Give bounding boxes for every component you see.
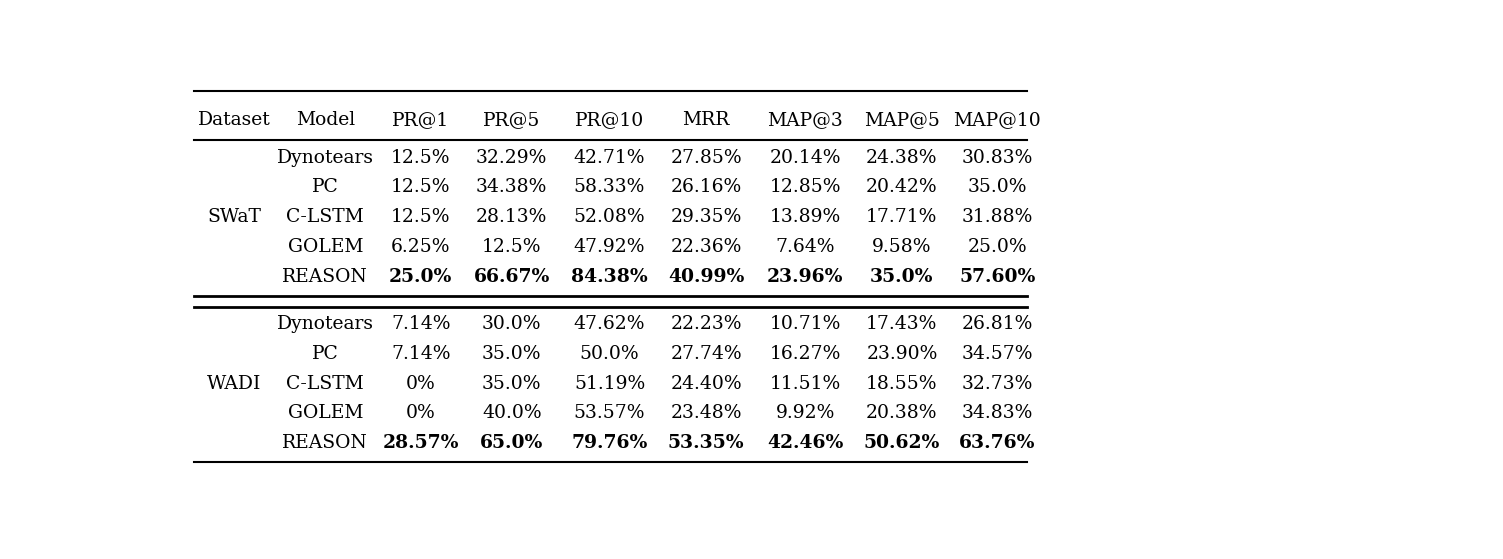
Text: MAP@5: MAP@5 <box>864 111 939 129</box>
Text: 40.0%: 40.0% <box>482 404 541 423</box>
Text: 42.71%: 42.71% <box>574 149 645 167</box>
Text: 22.36%: 22.36% <box>670 238 742 256</box>
Text: 47.92%: 47.92% <box>574 238 645 256</box>
Text: 12.5%: 12.5% <box>391 149 451 167</box>
Text: 84.38%: 84.38% <box>571 268 648 286</box>
Text: MAP@10: MAP@10 <box>953 111 1042 129</box>
Text: 32.29%: 32.29% <box>476 149 547 167</box>
Text: 26.81%: 26.81% <box>962 315 1033 333</box>
Text: 9.92%: 9.92% <box>776 404 836 423</box>
Text: 32.73%: 32.73% <box>962 375 1033 392</box>
Text: 0%: 0% <box>406 375 436 392</box>
Text: 11.51%: 11.51% <box>770 375 840 392</box>
Text: 31.88%: 31.88% <box>962 209 1033 226</box>
Text: PC: PC <box>313 178 338 196</box>
Text: 47.62%: 47.62% <box>574 315 645 333</box>
Text: 23.96%: 23.96% <box>767 268 843 286</box>
Text: REASON: REASON <box>283 434 368 452</box>
Text: 35.0%: 35.0% <box>968 178 1027 196</box>
Text: Dataset: Dataset <box>198 111 271 129</box>
Text: 34.83%: 34.83% <box>962 404 1033 423</box>
Text: 53.35%: 53.35% <box>667 434 744 452</box>
Text: 35.0%: 35.0% <box>482 375 541 392</box>
Text: 12.85%: 12.85% <box>770 178 842 196</box>
Text: 17.71%: 17.71% <box>866 209 938 226</box>
Text: 30.0%: 30.0% <box>482 315 541 333</box>
Text: 12.5%: 12.5% <box>482 238 541 256</box>
Text: 28.13%: 28.13% <box>476 209 547 226</box>
Text: 20.14%: 20.14% <box>770 149 842 167</box>
Text: 28.57%: 28.57% <box>383 434 458 452</box>
Text: 24.40%: 24.40% <box>670 375 742 392</box>
Text: 7.64%: 7.64% <box>776 238 836 256</box>
Text: GOLEM: GOLEM <box>287 238 364 256</box>
Text: 20.42%: 20.42% <box>866 178 938 196</box>
Text: 25.0%: 25.0% <box>389 268 452 286</box>
Text: 9.58%: 9.58% <box>872 238 932 256</box>
Text: 50.62%: 50.62% <box>864 434 939 452</box>
Text: REASON: REASON <box>283 268 368 286</box>
Text: 57.60%: 57.60% <box>959 268 1036 286</box>
Text: 79.76%: 79.76% <box>571 434 648 452</box>
Text: 51.19%: 51.19% <box>574 375 645 392</box>
Text: MAP@3: MAP@3 <box>768 111 843 129</box>
Text: 6.25%: 6.25% <box>391 238 451 256</box>
Text: MRR: MRR <box>682 111 730 129</box>
Text: 35.0%: 35.0% <box>482 345 541 363</box>
Text: PR@10: PR@10 <box>576 111 645 129</box>
Text: 52.08%: 52.08% <box>574 209 645 226</box>
Text: Model: Model <box>296 111 355 129</box>
Text: 30.83%: 30.83% <box>962 149 1033 167</box>
Text: 7.14%: 7.14% <box>391 345 451 363</box>
Text: 50.0%: 50.0% <box>580 345 639 363</box>
Text: C-LSTM: C-LSTM <box>287 375 364 392</box>
Text: 53.57%: 53.57% <box>574 404 645 423</box>
Text: C-LSTM: C-LSTM <box>287 209 364 226</box>
Text: 66.67%: 66.67% <box>473 268 550 286</box>
Text: 7.14%: 7.14% <box>391 315 451 333</box>
Text: 58.33%: 58.33% <box>574 178 645 196</box>
Text: 12.5%: 12.5% <box>391 178 451 196</box>
Text: 13.89%: 13.89% <box>770 209 840 226</box>
Text: 65.0%: 65.0% <box>479 434 544 452</box>
Text: SWaT: SWaT <box>207 209 262 226</box>
Text: 27.85%: 27.85% <box>670 149 742 167</box>
Text: 10.71%: 10.71% <box>770 315 840 333</box>
Text: PC: PC <box>313 345 338 363</box>
Text: Dynotears: Dynotears <box>277 315 374 333</box>
Text: 35.0%: 35.0% <box>870 268 933 286</box>
Text: 16.27%: 16.27% <box>770 345 840 363</box>
Text: 25.0%: 25.0% <box>968 238 1027 256</box>
Text: 27.74%: 27.74% <box>670 345 742 363</box>
Text: WADI: WADI <box>207 375 262 392</box>
Text: 63.76%: 63.76% <box>959 434 1036 452</box>
Text: 34.38%: 34.38% <box>476 178 547 196</box>
Text: Dynotears: Dynotears <box>277 149 374 167</box>
Text: 23.90%: 23.90% <box>866 345 938 363</box>
Text: 17.43%: 17.43% <box>866 315 938 333</box>
Text: 42.46%: 42.46% <box>767 434 843 452</box>
Text: 23.48%: 23.48% <box>670 404 742 423</box>
Text: 29.35%: 29.35% <box>670 209 742 226</box>
Text: 22.23%: 22.23% <box>670 315 742 333</box>
Text: 12.5%: 12.5% <box>391 209 451 226</box>
Text: 26.16%: 26.16% <box>670 178 742 196</box>
Text: 34.57%: 34.57% <box>962 345 1033 363</box>
Text: 24.38%: 24.38% <box>866 149 938 167</box>
Text: PR@1: PR@1 <box>392 111 449 129</box>
Text: PR@5: PR@5 <box>482 111 541 129</box>
Text: 40.99%: 40.99% <box>667 268 744 286</box>
Text: GOLEM: GOLEM <box>287 404 364 423</box>
Text: 20.38%: 20.38% <box>866 404 938 423</box>
Text: 18.55%: 18.55% <box>866 375 938 392</box>
Text: 0%: 0% <box>406 404 436 423</box>
